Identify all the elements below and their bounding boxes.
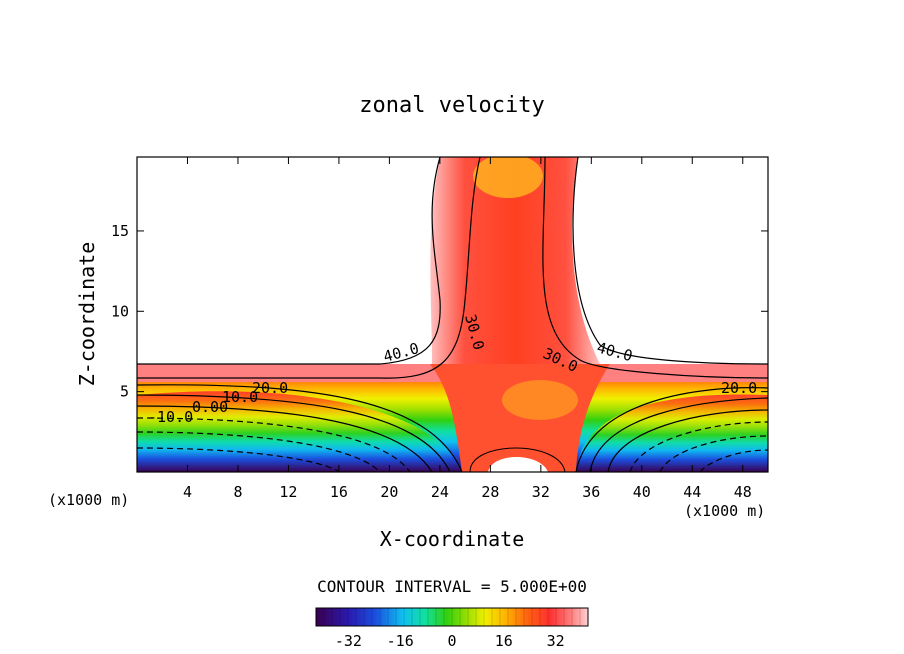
y-tick-label: 10 bbox=[111, 302, 129, 320]
contour-central bbox=[469, 447, 566, 472]
y-axis: 5 10 15 bbox=[111, 222, 768, 401]
x-axis: 4 8 12 16 20 24 28 32 36 40 44 48 bbox=[183, 157, 752, 501]
colorbar-ticks: -32 -16 0 16 32 bbox=[335, 632, 565, 650]
contour-neg30 bbox=[137, 447, 768, 472]
vertical-jet bbox=[430, 157, 600, 364]
lower-core bbox=[502, 380, 578, 420]
x-axis-label: X-coordinate bbox=[380, 527, 525, 551]
contour-interval-label: CONTOUR INTERVAL = 5.000E+00 bbox=[317, 577, 587, 596]
y-tick-label: 5 bbox=[120, 383, 129, 401]
contour-10 bbox=[137, 394, 768, 472]
x-unit-label-left: (x1000 m) bbox=[48, 491, 129, 509]
y-axis-label: Z-coordinate bbox=[75, 242, 99, 387]
y-tick-label: 15 bbox=[111, 222, 129, 240]
colorbar-tick-label: 32 bbox=[547, 632, 565, 650]
contour-neg10 bbox=[137, 417, 768, 472]
colorbar-gradient bbox=[315, 607, 589, 627]
contour-30-right bbox=[542, 157, 768, 379]
x-tick-label: 40 bbox=[633, 483, 651, 501]
contour-40-left bbox=[137, 157, 441, 365]
x-tick-label: 20 bbox=[380, 483, 398, 501]
x-tick-label: 4 bbox=[183, 483, 192, 501]
x-tick-label: 16 bbox=[330, 483, 348, 501]
plot-area: 40.0 30.0 30.0 40.0 20.0 20.0 10.0 0.00 … bbox=[137, 157, 768, 472]
contour-label: 0.00 bbox=[192, 398, 228, 416]
plot-frame bbox=[136, 156, 769, 473]
contour-30-left bbox=[137, 157, 481, 379]
contour-label: -10.0 bbox=[148, 408, 193, 426]
x-unit-label-right: (x1000 m) bbox=[684, 502, 765, 520]
x-tick-label: 12 bbox=[279, 483, 297, 501]
x-tick-label: 44 bbox=[683, 483, 701, 501]
x-tick-label: 28 bbox=[481, 483, 499, 501]
contour-label: 20.0 bbox=[721, 379, 757, 397]
x-tick-label: 24 bbox=[431, 483, 449, 501]
contour-0 bbox=[137, 405, 768, 472]
contour-label: 20.0 bbox=[252, 379, 288, 397]
colorbar-stripes bbox=[323, 608, 581, 626]
x-tick-label: 48 bbox=[734, 483, 752, 501]
jet-top-core bbox=[473, 157, 543, 198]
x-tick-label: 36 bbox=[582, 483, 600, 501]
contour-label: 10.0 bbox=[222, 388, 258, 406]
contour-lines bbox=[137, 157, 768, 472]
contour-40-right bbox=[572, 157, 768, 365]
x-tick-label: 8 bbox=[233, 483, 242, 501]
colorbar-tick-label: 16 bbox=[495, 632, 513, 650]
x-tick-label: 32 bbox=[532, 483, 550, 501]
contour-20 bbox=[137, 384, 768, 472]
colorbar-tick-label: 0 bbox=[447, 632, 456, 650]
chart-title: zonal velocity bbox=[359, 93, 544, 118]
colorbar-tick-label: -16 bbox=[387, 632, 414, 650]
surface-white-blob bbox=[488, 457, 548, 472]
colorbar-tick-label: -32 bbox=[335, 632, 362, 650]
colorbar: -32 -16 0 16 32 bbox=[315, 607, 589, 650]
contour-neg20 bbox=[137, 431, 768, 472]
left-cold-bulge bbox=[137, 391, 462, 472]
